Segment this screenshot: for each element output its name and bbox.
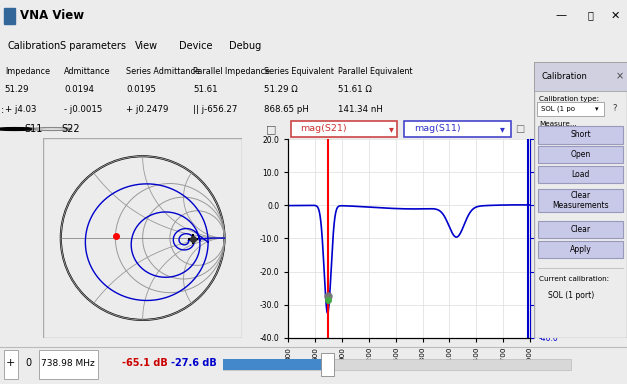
Text: 51.29 Ω: 51.29 Ω xyxy=(265,85,298,94)
FancyBboxPatch shape xyxy=(534,62,627,338)
FancyBboxPatch shape xyxy=(538,189,623,212)
Text: + j4.03: + j4.03 xyxy=(5,105,36,114)
Text: Series Equivalent: Series Equivalent xyxy=(265,66,334,76)
Text: S parameters: S parameters xyxy=(60,41,125,51)
Text: Open: Open xyxy=(571,150,591,159)
Text: Measure...: Measure... xyxy=(539,121,576,127)
Text: Parallel Equivalent: Parallel Equivalent xyxy=(339,66,413,76)
Text: VNA View: VNA View xyxy=(20,9,84,22)
Text: SOL (1 port): SOL (1 port) xyxy=(548,291,594,300)
Text: Admittance: Admittance xyxy=(65,66,111,76)
FancyBboxPatch shape xyxy=(291,121,397,137)
Text: 868.65 pH: 868.65 pH xyxy=(265,105,309,114)
Text: || j-656.27: || j-656.27 xyxy=(193,105,238,114)
Text: - j0.0015: - j0.0015 xyxy=(65,105,103,114)
Text: Load: Load xyxy=(571,170,590,179)
Text: Clear
Measurements: Clear Measurements xyxy=(552,191,609,210)
Text: 51.61 Ω: 51.61 Ω xyxy=(339,85,372,94)
Text: Current calibration:: Current calibration: xyxy=(539,276,609,281)
FancyBboxPatch shape xyxy=(538,126,623,144)
Text: Impedance: Impedance xyxy=(5,66,50,76)
Text: ×: × xyxy=(616,72,624,82)
Circle shape xyxy=(33,127,71,131)
Text: 141.34 nH: 141.34 nH xyxy=(339,105,383,114)
FancyBboxPatch shape xyxy=(4,350,18,379)
Text: mag(S11): mag(S11) xyxy=(414,124,461,133)
Text: 0.0194: 0.0194 xyxy=(65,85,94,94)
FancyBboxPatch shape xyxy=(538,166,623,183)
FancyBboxPatch shape xyxy=(534,62,627,91)
Text: View: View xyxy=(135,41,158,51)
Text: □: □ xyxy=(266,124,277,134)
Text: Parallel Impedance: Parallel Impedance xyxy=(193,66,270,76)
Text: Calibration type:: Calibration type: xyxy=(539,96,599,103)
FancyBboxPatch shape xyxy=(39,350,98,379)
Text: 0.0195: 0.0195 xyxy=(126,85,156,94)
Text: 51.61: 51.61 xyxy=(193,85,218,94)
Text: ▾: ▾ xyxy=(596,106,599,112)
Text: □: □ xyxy=(515,124,525,134)
Circle shape xyxy=(0,127,34,131)
Text: Apply: Apply xyxy=(570,245,591,254)
Text: 0: 0 xyxy=(25,358,31,368)
Text: Short: Short xyxy=(571,131,591,139)
Text: Calibration: Calibration xyxy=(8,41,61,51)
Text: ▾: ▾ xyxy=(500,124,505,134)
Text: Series Admittance: Series Admittance xyxy=(126,66,200,76)
Text: + j0.2479: + j0.2479 xyxy=(126,105,169,114)
Text: Device: Device xyxy=(179,41,212,51)
Text: —: — xyxy=(556,10,567,20)
Text: S11: S11 xyxy=(24,124,43,134)
Text: ?: ? xyxy=(612,104,616,113)
Text: Calibration: Calibration xyxy=(542,72,587,81)
FancyBboxPatch shape xyxy=(537,102,604,116)
Text: -65.1 dB: -65.1 dB xyxy=(122,358,168,368)
FancyBboxPatch shape xyxy=(223,359,571,370)
Text: ⬜: ⬜ xyxy=(587,10,594,20)
Text: mag(S21): mag(S21) xyxy=(300,124,347,133)
Text: SOL (1 po: SOL (1 po xyxy=(540,106,575,112)
FancyBboxPatch shape xyxy=(404,121,510,137)
Text: 51.29: 51.29 xyxy=(5,85,29,94)
FancyBboxPatch shape xyxy=(538,146,623,163)
Text: ✕: ✕ xyxy=(611,10,620,20)
Text: Debug: Debug xyxy=(229,41,261,51)
FancyBboxPatch shape xyxy=(538,241,623,258)
FancyBboxPatch shape xyxy=(321,353,334,376)
Text: :: : xyxy=(1,105,4,115)
Text: +: + xyxy=(6,358,15,368)
Text: 738.98 MHz: 738.98 MHz xyxy=(41,359,95,367)
FancyBboxPatch shape xyxy=(538,221,623,238)
FancyBboxPatch shape xyxy=(4,8,15,24)
Text: ▾: ▾ xyxy=(389,124,394,134)
FancyBboxPatch shape xyxy=(223,359,327,370)
Text: Clear: Clear xyxy=(571,225,591,234)
Text: S22: S22 xyxy=(61,124,80,134)
Text: -27.6 dB: -27.6 dB xyxy=(171,358,216,368)
